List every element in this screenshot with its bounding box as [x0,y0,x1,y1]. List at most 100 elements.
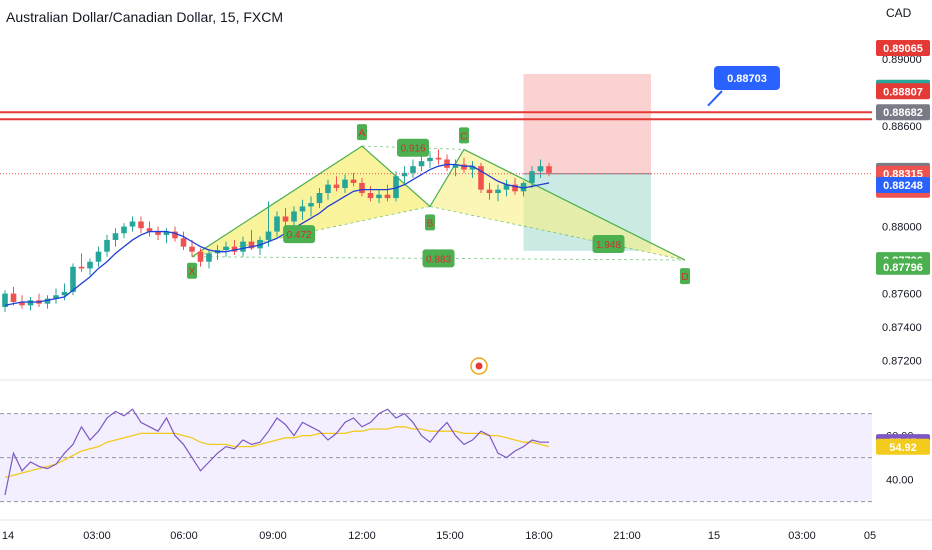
candle [2,293,8,308]
candle [231,246,238,252]
chart-title: Australian Dollar/Canadian Dollar, 15, F… [6,9,284,25]
candle [359,182,365,194]
candle [401,172,408,177]
candle [444,159,450,168]
pattern-point-label: D [681,272,688,283]
ratio-tag [283,225,316,244]
pattern-point-label: C [460,131,467,142]
price-tick: 0.89000 [882,54,922,66]
pattern-point-label: B [427,218,434,229]
candle [129,221,136,227]
candle [95,251,102,262]
candle [44,298,51,304]
pattern-ratio-line [429,206,686,261]
candle [452,164,459,168]
price-badge-label: 0.87796 [883,262,923,274]
candle [19,301,25,306]
candle [520,182,527,192]
candle [393,176,399,199]
candles [2,149,552,313]
candle [546,166,552,173]
canada-flag-icon [475,362,483,370]
candle [529,171,535,183]
moving-average [4,163,550,306]
candle [172,231,178,239]
pattern-point-tag [187,262,197,279]
candle [27,300,34,306]
candle [180,238,187,247]
ratio-label: 0.883 [426,254,451,265]
candle [495,189,501,194]
candle [265,231,272,240]
price-tick: 0.88000 [882,222,922,234]
candle [78,266,85,269]
price-badge [876,83,930,100]
pattern-point-label: X [189,267,196,278]
pattern-point-label: A [359,128,366,139]
candle [435,157,442,160]
time-tick: 12:00 [348,530,376,542]
candle [384,194,391,199]
price-badge-label: 0.88682 [883,107,923,119]
candle [10,293,17,302]
time-tick: 18:00 [525,530,553,542]
price-tick: 0.87600 [882,289,922,301]
price-tick: 0.87200 [882,356,922,368]
price-badge [876,104,930,121]
time-tick: 15 [708,530,720,542]
time-tick: 05 [864,530,876,542]
currency-label: CAD [886,6,912,20]
candle [223,246,229,251]
candle [410,166,416,173]
pattern-ratio-line [361,145,465,150]
price-tick: 0.87400 [882,322,922,334]
candle [274,216,280,232]
candle [240,241,246,252]
candle [291,211,297,222]
price-badge [876,258,930,275]
axes: 0.89000 0.88600 0.88000 0.87600 0.87400 0.872… [2,40,930,542]
candle [138,221,144,229]
candle [104,239,110,252]
pattern-point-tag [459,127,469,144]
candle [282,216,289,222]
candle [537,166,544,172]
price-badge [876,40,930,56]
price-badge-label: 0.88807 [883,86,923,98]
time-tick: 06:00 [170,530,198,542]
candle [87,261,93,269]
stop-loss-zone [523,73,651,174]
candle [155,231,161,235]
time-tick: 14 [2,530,14,542]
pattern-bcd [430,149,685,261]
candle [146,228,153,232]
callout-pointer [707,90,723,107]
candle [418,161,425,167]
candle [121,226,127,234]
candle [512,184,518,192]
candle [53,295,59,299]
time-tick: 03:00 [83,530,111,542]
ratio-label: 0.472 [287,230,312,241]
candle [427,157,433,162]
rsi-pane [4,408,550,496]
candle [478,166,484,190]
candle [197,251,204,262]
price-tick: 0.88600 [882,121,922,133]
candle [206,253,212,262]
candle [308,203,314,207]
plot-background [0,379,932,521]
candle [503,184,510,190]
callout-box [714,66,780,90]
candle [163,231,170,235]
price-badge-label: 0.88248 [883,180,923,192]
candle [248,241,255,249]
candle [486,189,493,194]
price-badge-label: 0.89065 [883,43,923,55]
ratio-label: 1.948 [596,240,621,251]
time-tick: 09:00 [259,530,287,542]
candle [316,193,323,204]
candle [189,246,195,252]
candle [61,291,68,296]
